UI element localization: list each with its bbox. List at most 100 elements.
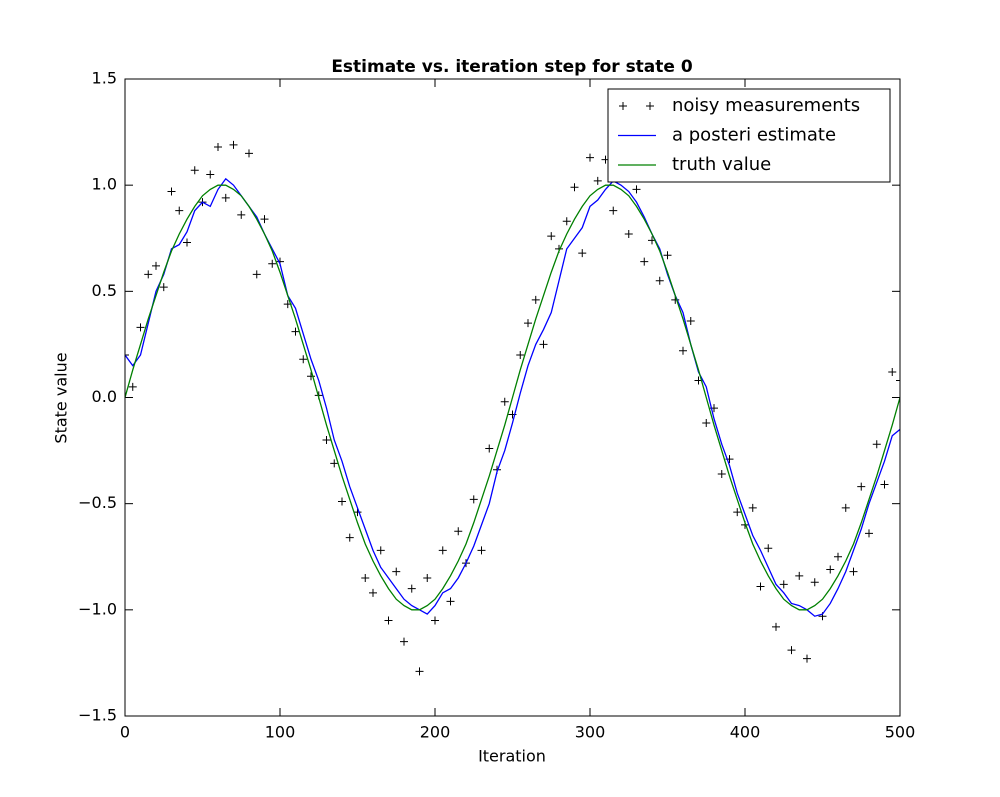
y-tick-label: −1.5	[78, 706, 117, 725]
measurement-marker	[562, 217, 571, 226]
measurement-marker	[795, 571, 804, 580]
x-tick-label: 100	[265, 723, 296, 742]
x-tick-label: 300	[575, 723, 606, 742]
measurement-marker	[686, 317, 695, 326]
measurement-marker	[655, 276, 664, 285]
axes-frame	[124, 78, 901, 717]
measurement-marker	[756, 582, 765, 591]
measurement-marker	[772, 622, 780, 631]
measurement-marker	[539, 340, 548, 349]
measurement-marker	[214, 142, 222, 151]
measurement-marker	[384, 616, 393, 625]
measurement-marker	[865, 529, 873, 538]
measurement-marker	[330, 459, 339, 468]
measurement-marker	[841, 503, 850, 512]
measurement-marker	[880, 480, 889, 489]
measurement-marker	[547, 232, 556, 241]
measurement-marker	[826, 565, 835, 574]
measurement-marker	[369, 588, 377, 597]
measurement-marker	[624, 230, 633, 239]
legend-label: noisy measurements	[672, 95, 860, 116]
measurement-marker	[299, 355, 308, 364]
measurement-marker	[679, 346, 687, 355]
measurement-marker	[152, 261, 160, 270]
y-tick-label: 1.5	[92, 69, 117, 88]
measurement-marker	[268, 259, 277, 268]
measurement-marker	[167, 187, 176, 196]
measurement-marker	[849, 567, 858, 576]
measurement-marker	[872, 440, 881, 449]
measurement-marker	[245, 149, 253, 158]
measurement-marker	[593, 176, 602, 185]
x-tick-label: 200	[420, 723, 451, 742]
measurement-marker	[764, 544, 773, 553]
measurement-marker	[125, 351, 129, 360]
measurement-marker	[834, 552, 842, 561]
measurement-marker	[260, 215, 269, 224]
x-axis-label: Iteration	[478, 747, 546, 766]
measurement-marker	[632, 185, 641, 194]
measurement-marker	[221, 193, 230, 202]
measurement-marker	[407, 584, 416, 593]
measurement-marker	[586, 153, 594, 162]
measurement-marker	[640, 257, 649, 266]
measurement-marker	[252, 270, 261, 279]
measurement-marker	[423, 573, 432, 582]
measurement-marker	[748, 503, 757, 512]
x-tick-label: 400	[730, 723, 761, 742]
measurement-marker	[291, 327, 300, 336]
measurement-marker	[338, 497, 346, 506]
chart-title: Estimate vs. iteration step for state 0	[331, 57, 693, 77]
measurement-marker	[888, 368, 897, 377]
measurement-marker	[516, 351, 525, 360]
measurement-marker	[438, 546, 447, 555]
measurement-marker	[787, 646, 796, 655]
measurement-marker	[469, 495, 478, 504]
measurement-marker	[237, 210, 246, 219]
measurement-marker	[570, 183, 579, 192]
measurement-marker	[307, 372, 315, 381]
x-tick-label: 0	[120, 723, 130, 742]
measurement-marker	[128, 382, 137, 391]
measurement-marker	[206, 170, 215, 179]
series-line	[125, 184, 900, 611]
measurement-marker	[400, 637, 408, 646]
legend-marker	[619, 102, 654, 110]
measurement-marker	[779, 580, 788, 589]
measurement-marker	[477, 546, 486, 555]
measurement-marker	[485, 444, 494, 453]
x-tick-label: 500	[885, 723, 916, 742]
y-tick-label: −0.5	[78, 493, 117, 512]
y-tick-label: 0.5	[92, 281, 117, 300]
measurement-marker	[810, 578, 819, 587]
legend-label: truth value	[672, 154, 771, 175]
measurement-marker	[446, 597, 455, 606]
series-line	[125, 177, 900, 617]
measurement-marker	[702, 418, 711, 427]
measurement-marker	[578, 249, 587, 258]
y-tick-label: 1.0	[92, 175, 117, 194]
measurement-marker	[361, 573, 370, 582]
measurement-marker	[415, 667, 424, 676]
measurement-marker	[183, 238, 191, 247]
measurement-marker	[896, 376, 900, 385]
legend-label: a posteri estimate	[672, 125, 836, 146]
measurement-marker	[663, 251, 672, 260]
measurement-marker	[609, 206, 618, 215]
y-tick-label: −1.0	[78, 599, 117, 618]
measurement-marker	[175, 206, 184, 215]
measurement-marker	[733, 508, 742, 517]
measurement-marker	[345, 533, 354, 542]
measurement-marker	[144, 270, 153, 279]
measurement-marker	[803, 654, 811, 663]
measurement-marker	[717, 469, 726, 478]
measurement-marker	[159, 283, 168, 292]
y-tick-label: 0.0	[92, 387, 117, 406]
measurement-marker	[454, 527, 463, 536]
measurement-marker	[229, 140, 238, 149]
measurement-marker	[376, 546, 385, 555]
plot-area	[125, 140, 900, 676]
measurement-marker	[857, 482, 866, 491]
measurement-marker	[322, 435, 331, 444]
